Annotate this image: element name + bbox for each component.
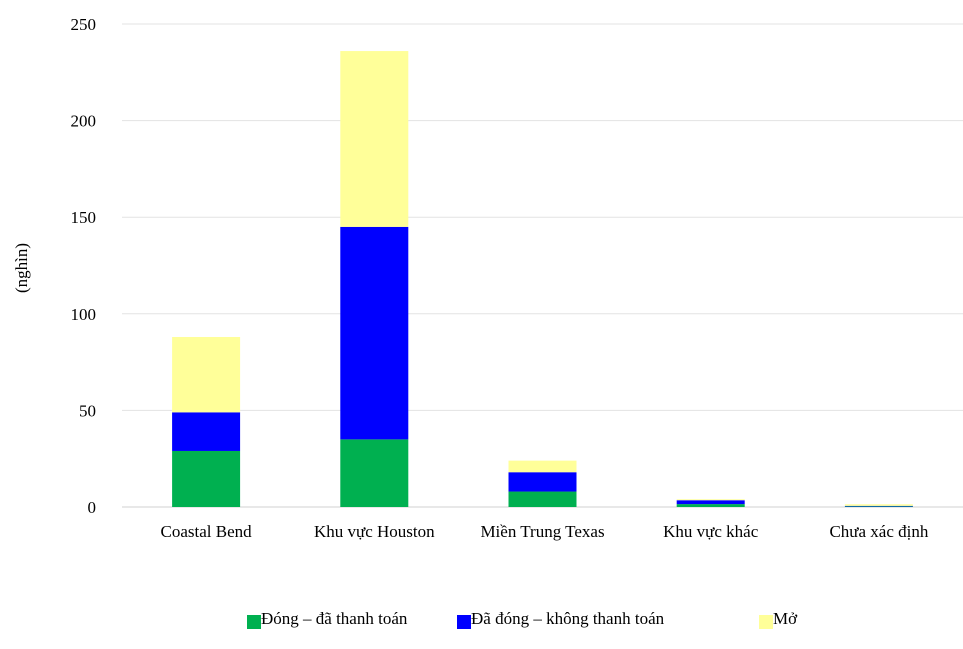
legend-label-closed-unpaid: Đã đóng – không thanh toán	[471, 609, 665, 628]
legend-label-open: Mở	[773, 609, 798, 628]
bar-khu-vuc-khac-series-1	[676, 500, 745, 505]
bar-coastal-bend-series-0	[172, 450, 241, 507]
legend-item-paid: Đóng – đã thanh toán	[247, 609, 411, 629]
x-tick-label-chua-xac-dinh: Chưa xác định	[829, 522, 928, 541]
y-axis-ticks: 0 50 100 150 200 250	[71, 15, 97, 517]
y-tick-label-250: 250	[71, 15, 97, 34]
bar-khu-vuc-houston-series-1	[340, 226, 409, 440]
x-tick-label-mien-trung-texas: Miền Trung Texas	[480, 522, 604, 541]
y-tick-label-200: 200	[71, 112, 97, 131]
bar-chua-xac-dinh-series-0	[844, 506, 913, 507]
bars	[172, 51, 913, 507]
legend-swatch-paid	[247, 615, 261, 629]
bar-chua-xac-dinh-series-1	[844, 505, 913, 507]
legend-swatch-closed-unpaid	[457, 615, 471, 629]
gridlines	[122, 23, 963, 508]
legend-item-open: Mở	[759, 609, 797, 629]
bar-mien-trung-texas-series-0	[508, 491, 577, 507]
bar-khu-vuc-houston-series-0	[340, 439, 409, 507]
x-tick-label-khu-vuc-houston: Khu vực Houston	[314, 522, 435, 541]
bar-khu-vuc-khac-series-2	[676, 499, 745, 501]
bar-chua-xac-dinh-series-2	[844, 504, 913, 506]
x-tick-label-khu-vuc-khac: Khu vực khác	[663, 522, 759, 541]
y-axis-label: (nghìn)	[12, 242, 31, 294]
legend-swatch-open	[759, 615, 773, 629]
bar-khu-vuc-houston-series-2	[340, 51, 409, 227]
bar-mien-trung-texas-series-2	[508, 460, 577, 473]
bar-khu-vuc-khac-series-0	[676, 504, 745, 507]
legend-label-paid: Đóng – đã thanh toán	[261, 609, 408, 628]
bar-coastal-bend-series-1	[172, 412, 241, 451]
y-tick-label-150: 150	[71, 208, 97, 227]
bar-mien-trung-texas-series-1	[508, 472, 577, 492]
y-tick-label-50: 50	[79, 401, 96, 420]
legend: Đóng – đã thanh toán Đã đóng – không tha…	[0, 609, 963, 649]
y-tick-label-100: 100	[71, 305, 97, 324]
bar-coastal-bend-series-2	[172, 336, 241, 413]
x-axis-categories: Coastal Bend Khu vực Houston Miền Trung Te…	[161, 522, 929, 541]
x-tick-label-coastal-bend: Coastal Bend	[161, 522, 253, 541]
y-tick-label-0: 0	[88, 498, 97, 517]
legend-item-closed-unpaid: Đã đóng – không thanh toán	[457, 609, 664, 629]
